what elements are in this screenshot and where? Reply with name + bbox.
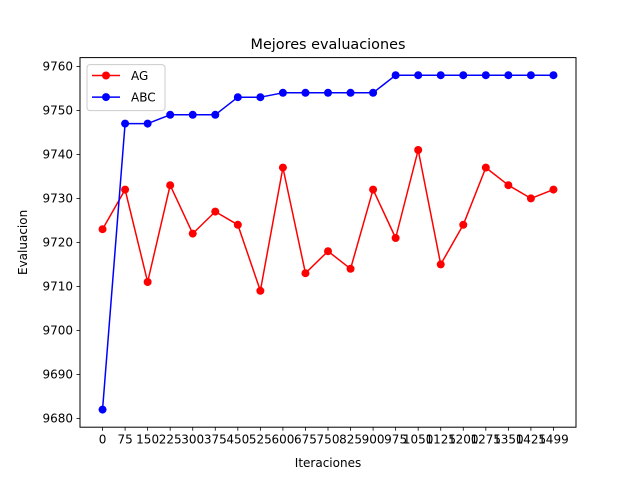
data-point-ag [211,207,220,216]
x-tick-label: 975 [384,433,407,447]
data-point-ag [414,146,423,154]
data-point-abc [278,88,287,97]
data-point-ag [526,194,535,203]
data-point-abc [211,110,220,119]
y-tick-label: 9750 [42,104,73,118]
data-point-abc [256,93,265,102]
data-point-ag [301,269,310,278]
x-tick-label: 1200 [448,433,479,447]
x-tick-label: 1350 [493,433,524,447]
data-point-abc [414,71,423,80]
data-point-ag [481,163,490,172]
data-point-ag [233,220,242,229]
data-point-ag [143,278,152,286]
data-point-ag [324,247,332,256]
x-tick-label: 300 [181,433,204,447]
data-point-ag [166,181,175,190]
y-tick-label: 9700 [42,324,73,338]
y-tick-label: 9740 [42,148,73,162]
data-point-ag [121,185,130,194]
data-point-abc [188,110,197,119]
data-point-ag [459,220,468,229]
x-tick-label: 1050 [403,433,434,447]
data-point-ag [256,286,265,295]
data-point-abc [98,405,107,414]
x-tick-label: 1125 [425,433,456,447]
x-tick-label: 1275 [471,433,502,447]
x-tick-label: 225 [159,433,182,447]
data-point-abc [391,71,400,80]
data-point-abc [369,88,378,97]
chart-title: Mejores evaluaciones [251,37,406,53]
y-tick-label: 9690 [42,368,73,382]
data-point-abc [143,119,152,128]
x-tick-label: 675 [294,433,317,447]
data-point-abc [166,110,175,119]
data-point-abc [549,71,558,80]
legend-marker-ag [102,71,110,80]
data-point-ag [436,260,445,269]
legend-marker-abc [102,93,110,102]
legend-label-ag: AG [131,69,148,83]
data-point-ag [549,185,558,194]
legend: AG ABC [86,64,166,112]
x-tick-label: 150 [136,433,159,447]
data-point-abc [459,71,468,80]
data-point-abc [526,71,535,80]
data-point-ag [188,229,197,238]
x-tick-label: 825 [339,433,362,447]
data-point-abc [504,71,513,80]
y-tick-label: 9680 [42,412,73,426]
series-ag [98,146,558,295]
x-tick-label: 750 [317,433,340,447]
y-tick-label: 9720 [42,236,73,250]
series-abc [98,71,558,414]
data-point-abc [301,88,310,97]
x-axis: 0 75 150 225 300 375 450 525 600 675 750 825 900 9751… [99,427,569,447]
data-point-abc [121,119,130,128]
y-tick-label: 9730 [42,192,73,206]
x-axis-label: Iteraciones [295,456,361,470]
data-point-abc [481,71,490,80]
x-tick-label: 0 [99,433,107,447]
data-point-ag [98,225,107,234]
data-point-ag [346,264,355,273]
series-layer [98,71,558,414]
y-axis-label: Evaluacion [16,210,30,275]
data-point-abc [324,88,332,97]
x-tick-label: 75 [117,433,132,447]
x-tick-label: 1499 [538,433,569,447]
y-tick-label: 9710 [42,280,73,294]
plot-area: 9680 9690 9700 9710 9720 9730 9740 9750 9760 0 75… [42,57,577,447]
x-tick-label: 1425 [516,433,547,447]
data-point-abc [436,71,445,80]
y-axis: 9680 9690 9700 9710 9720 9730 9740 9750 9760 [42,60,80,426]
x-tick-label: 450 [226,433,249,447]
x-tick-label: 600 [271,433,294,447]
x-tick-label: 375 [204,433,227,447]
data-point-abc [346,88,355,97]
x-tick-label: 900 [362,433,385,447]
data-point-ag [391,234,400,242]
data-point-ag [504,181,513,190]
data-point-ag [278,163,287,172]
data-point-abc [233,93,242,102]
legend-label-abc: ABC [131,90,156,104]
data-point-ag [369,185,378,194]
y-tick-label: 9760 [42,60,73,74]
x-tick-label: 525 [249,433,272,447]
